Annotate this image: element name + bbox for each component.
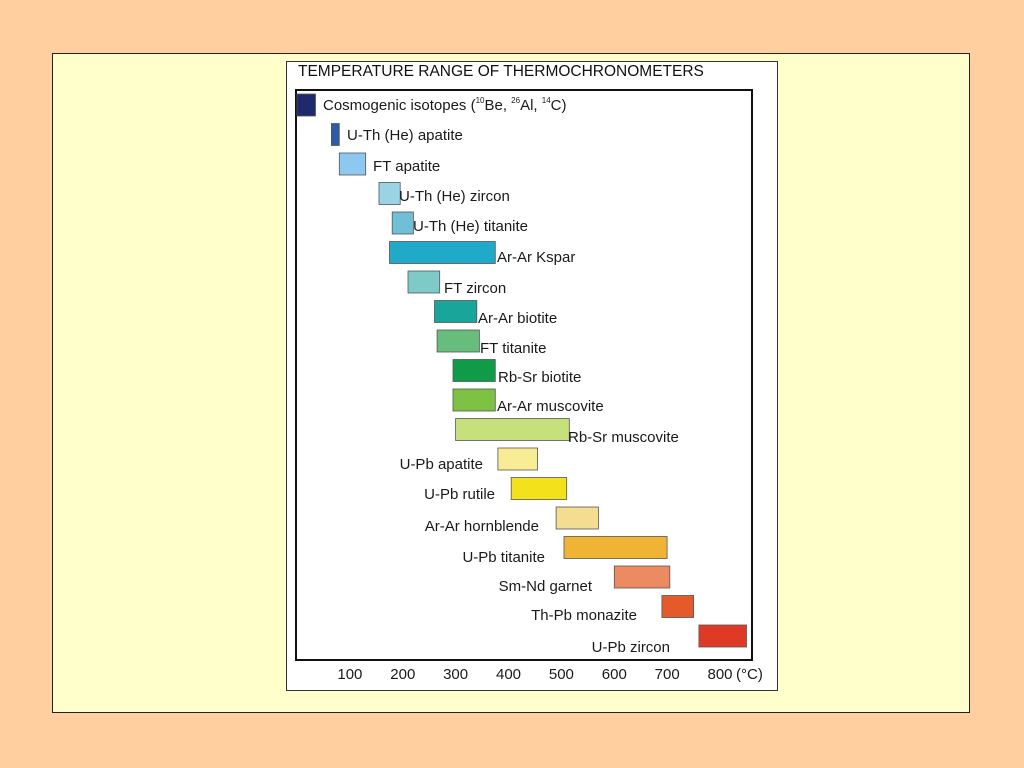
range-bar-u-pb-apatite <box>497 447 538 471</box>
chart-figure <box>286 61 778 691</box>
range-label-rb-sr-muscovite: Rb-Sr muscovite <box>568 429 679 446</box>
range-bar-ar-ar-kspar <box>389 241 496 264</box>
range-label-ft-zircon: FT zircon <box>444 280 506 297</box>
x-tick-label-500: 500 <box>549 666 574 683</box>
x-tick-label-300: 300 <box>443 666 468 683</box>
label-text-cosmogenic: Cosmogenic isotopes ( <box>323 97 476 114</box>
range-label-u-th-he-titanite: U-Th (He) titanite <box>413 218 528 235</box>
range-bar-u-th-he-titanite <box>391 211 414 235</box>
range-label-cosmogenic-isotopes: Cosmogenic isotopes (10Be, 26Al, 14C) <box>323 96 567 114</box>
range-bar-ar-ar-hornblende <box>555 506 599 530</box>
label-text-c: C) <box>551 97 567 114</box>
superscript-be: 10 <box>476 96 485 105</box>
range-label-u-pb-rutile: U-Pb rutile <box>424 486 495 503</box>
range-bar-th-pb-monazite <box>661 595 695 618</box>
range-label-u-th-he-apatite: U-Th (He) apatite <box>347 127 463 144</box>
range-bar-u-pb-zircon <box>698 624 747 648</box>
x-tick-label-800: 800 <box>707 666 732 683</box>
x-axis-ticks: 100 200 300 400 500 600 700 800 <box>337 666 732 683</box>
range-label-ft-apatite: FT apatite <box>373 158 440 175</box>
range-label-u-pb-titanite: U-Pb titanite <box>462 549 545 566</box>
x-tick-label-700: 700 <box>655 666 680 683</box>
range-label-u-pb-zircon: U-Pb zircon <box>592 639 670 656</box>
range-bar-ar-ar-muscovite <box>452 388 496 412</box>
superscript-c: 14 <box>542 96 551 105</box>
range-label-ft-titanite: FT titanite <box>480 340 546 357</box>
labels-layer: Cosmogenic isotopes (10Be, 26Al, 14C) U-… <box>323 96 679 656</box>
range-label-ar-ar-biotite: Ar-Ar biotite <box>478 310 557 327</box>
range-bar-sm-nd-garnet <box>613 565 671 589</box>
range-label-ar-ar-kspar: Ar-Ar Kspar <box>497 249 575 266</box>
label-text-be: Be, <box>484 97 511 114</box>
range-bar-ft-titanite <box>436 329 480 353</box>
label-text-al: Al, <box>520 97 542 114</box>
superscript-al: 26 <box>511 96 520 105</box>
range-bar-u-pb-titanite <box>563 536 668 559</box>
range-bar-rb-sr-muscovite <box>455 418 570 441</box>
range-bar-ar-ar-biotite <box>434 300 478 323</box>
range-bar-rb-sr-biotite <box>452 359 496 382</box>
range-label-u-pb-apatite: U-Pb apatite <box>400 456 483 473</box>
range-label-ar-ar-muscovite: Ar-Ar muscovite <box>497 398 604 415</box>
range-bar-u-pb-rutile <box>510 477 568 500</box>
bars-layer <box>296 93 747 648</box>
x-tick-label-100: 100 <box>337 666 362 683</box>
range-bar-ft-apatite <box>338 152 367 176</box>
range-label-ar-ar-hornblende: Ar-Ar hornblende <box>425 518 539 535</box>
chart-title: TEMPERATURE RANGE OF THERMOCHRONOMETERS <box>298 63 704 80</box>
range-label-th-pb-monazite: Th-Pb monazite <box>531 607 637 624</box>
range-bar-cosmogenic-isotopes <box>296 93 316 117</box>
x-tick-label-400: 400 <box>496 666 521 683</box>
range-label-rb-sr-biotite: Rb-Sr biotite <box>498 369 581 386</box>
range-bar-u-th-he-apatite <box>330 123 340 146</box>
plot-frame <box>295 89 753 661</box>
x-tick-label-200: 200 <box>390 666 415 683</box>
range-label-u-th-he-zircon: U-Th (He) zircon <box>399 188 510 205</box>
range-label-sm-nd-garnet: Sm-Nd garnet <box>499 578 593 595</box>
x-tick-label-600: 600 <box>602 666 627 683</box>
x-axis-unit-label: (°C) <box>736 666 763 683</box>
range-bar-ft-zircon <box>407 270 441 294</box>
range-bar-u-th-he-zircon <box>378 182 401 205</box>
